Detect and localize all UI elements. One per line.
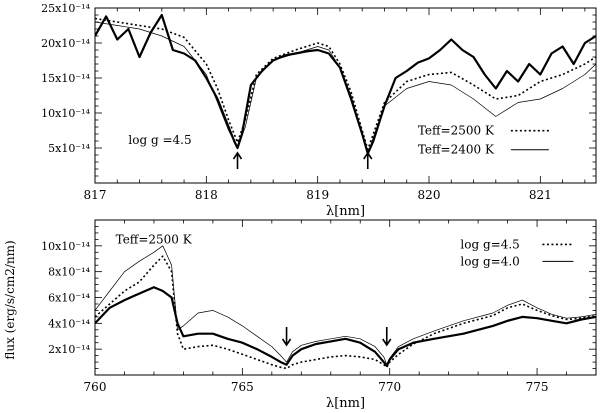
plot-frame xyxy=(94,7,597,184)
y-tick-label: 10x10⁻¹⁴ xyxy=(41,107,90,120)
x-tick-label: 821 xyxy=(529,188,552,202)
series-line-thin xyxy=(95,245,596,366)
x-tick-label: 770 xyxy=(378,380,401,394)
shared-ylabel: flux (erg/s/cm2/nm) xyxy=(3,240,17,359)
y-tick-label: 8x10⁻¹⁴ xyxy=(48,266,90,279)
arrow-head xyxy=(363,151,373,160)
y-tick-label: 10x10⁻¹⁴ xyxy=(41,240,90,253)
legend-label: Teff=2400 K xyxy=(418,143,495,157)
y-tick-label: 5x10⁻¹⁴ xyxy=(48,142,90,155)
x-tick-label: 775 xyxy=(526,380,549,394)
series-line-dotted xyxy=(95,255,596,370)
series-line-thin xyxy=(95,21,596,154)
y-tick-label: 4x10⁻¹⁴ xyxy=(48,317,90,330)
legend-label: log g=4.0 xyxy=(460,254,519,268)
x-axis-label: λ[nm] xyxy=(326,204,365,219)
y-tick-label: 6x10⁻¹⁴ xyxy=(48,292,90,305)
annotation-text: Teff=2500 K xyxy=(116,232,193,246)
bottom-panel: 760 765 770 775 2x10⁻¹⁴ 4x10⁻¹⁴ 6x10⁻¹⁴ 8x10⁻¹⁴… xyxy=(41,219,597,411)
x-tick-label: 819 xyxy=(306,188,329,202)
x-tick-label: 765 xyxy=(231,380,254,394)
arrow-head xyxy=(382,338,392,347)
x-tick-label: 817 xyxy=(84,188,107,202)
x-tick-label: 760 xyxy=(84,380,107,394)
series-line-dotted xyxy=(95,17,596,151)
y-tick-label: 15x10⁻¹⁴ xyxy=(41,72,90,85)
annotation-text: log g =4.5 xyxy=(128,133,191,147)
series-line-thick xyxy=(95,286,596,368)
arrow-head xyxy=(232,151,243,160)
legend-label: Teff=2500 K xyxy=(418,124,495,138)
x-tick-label: 818 xyxy=(195,188,218,202)
y-tick-label: 25x10⁻¹⁴ xyxy=(41,2,90,15)
x-tick-label: 820 xyxy=(418,188,441,202)
legend-label: log g=4.5 xyxy=(460,237,519,251)
y-tick-label: 20x10⁻¹⁴ xyxy=(41,37,90,50)
arrow-head xyxy=(281,338,292,347)
top-panel: 817 818 819 820 821 5x10⁻¹⁴ 10x10⁻¹⁴ 15x10⁻¹⁴ 20… xyxy=(41,2,597,219)
x-axis-label: λ[nm] xyxy=(326,396,365,411)
y-tick-label: 2x10⁻¹⁴ xyxy=(48,343,90,356)
